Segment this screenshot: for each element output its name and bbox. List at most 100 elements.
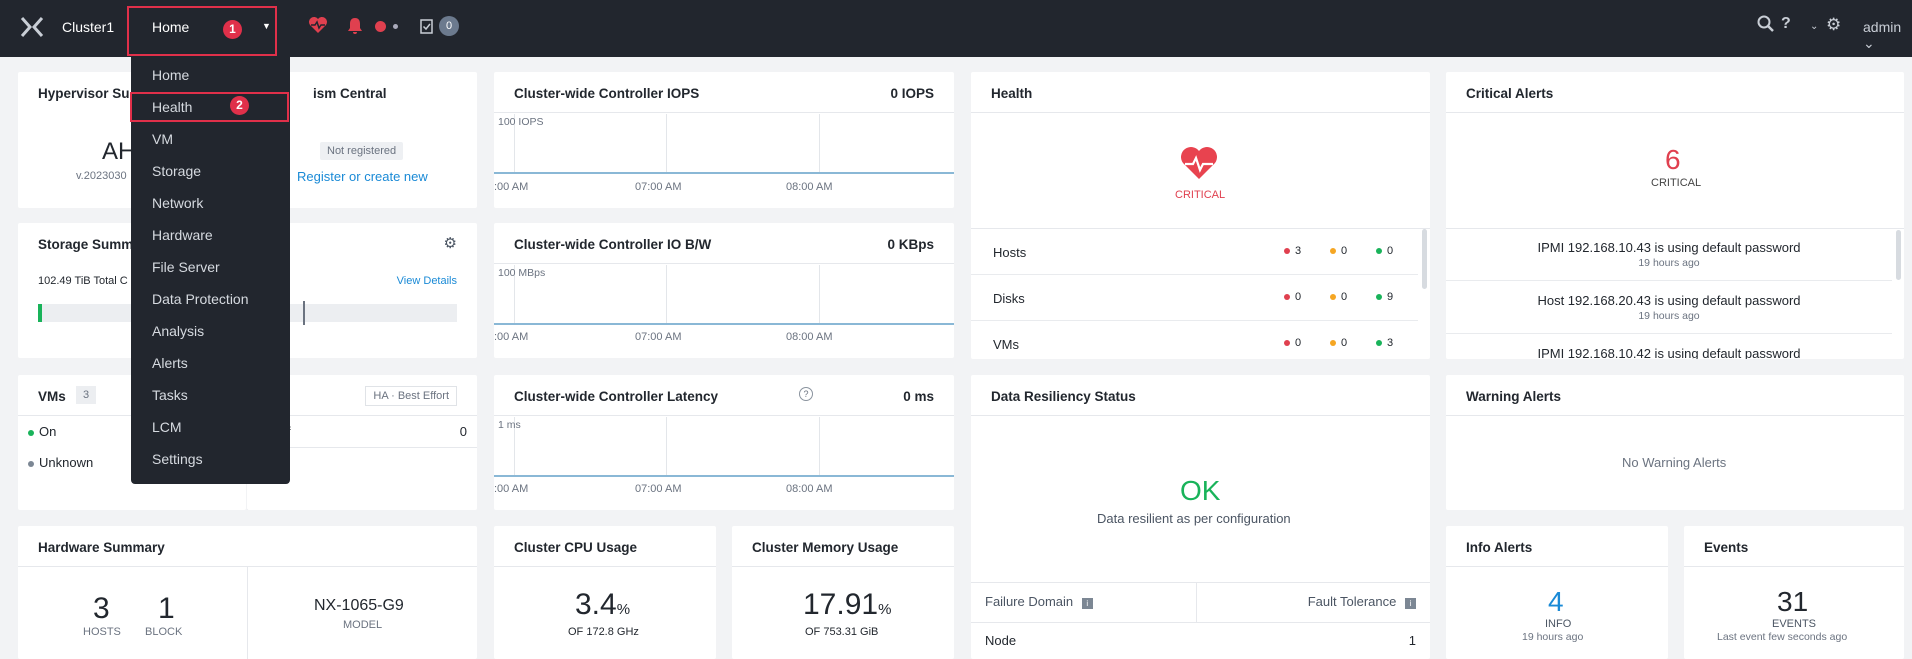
divider: [971, 112, 1430, 113]
graph-scale: 100 MBps: [498, 267, 546, 279]
alert-item[interactable]: IPMI 192.168.10.42 is using default pass…: [1446, 334, 1892, 359]
card-title: ism Central: [313, 86, 387, 101]
critical-alert-count[interactable]: 6: [1665, 144, 1681, 175]
alert-text: IPMI 192.168.10.43 is using default pass…: [1537, 240, 1801, 255]
menu-item-home[interactable]: Home: [152, 67, 190, 83]
graph-scale: 100 IOPS: [498, 116, 544, 128]
help-chevron-down-icon[interactable]: ⌄: [1810, 21, 1819, 32]
alert-time: 19 hours ago: [1638, 310, 1700, 322]
card-title: Hypervisor Su: [38, 86, 130, 101]
alerts-bell-icon[interactable]: [347, 17, 363, 35]
menu-item-tasks[interactable]: Tasks: [152, 387, 188, 403]
menu-item-lcm[interactable]: LCM: [152, 419, 182, 435]
info-icon[interactable]: i: [1081, 598, 1093, 609]
divider: [1446, 566, 1668, 567]
menu-item-health[interactable]: Health: [152, 99, 193, 115]
iobw-value: 0 KBps: [887, 237, 934, 252]
card-title: Storage Summ: [38, 237, 134, 252]
vm-state-unknown[interactable]: Unknown: [28, 455, 93, 470]
alert-indicator-dot: [393, 24, 398, 29]
resiliency-row-label: Node: [985, 633, 1017, 648]
menu-item-analysis[interactable]: Analysis: [152, 323, 205, 339]
gridline: [666, 417, 667, 477]
user-menu[interactable]: admin ⌄: [1863, 19, 1902, 51]
warning-alerts-card: Warning Alerts No Warning Alerts: [1446, 375, 1904, 510]
storage-threshold-marker: [303, 301, 305, 325]
critical-count: 3: [1284, 245, 1301, 257]
resiliency-status: OK: [1180, 475, 1221, 506]
health-row-hosts[interactable]: Hosts 3 0 0: [971, 229, 1418, 275]
info-alert-count[interactable]: 4: [1548, 586, 1564, 617]
axis-tick: :00 AM: [494, 331, 529, 343]
memory-usage-value: 17.91%: [803, 588, 892, 621]
scrollbar[interactable]: [1896, 230, 1901, 280]
vm-state-on[interactable]: On: [28, 424, 56, 439]
home-dropdown-menu: Home Health VM Storage Network Hardware …: [131, 57, 290, 484]
critical-count: 0: [1284, 337, 1301, 349]
tasks-count-badge[interactable]: 0: [439, 16, 459, 36]
menu-item-storage[interactable]: Storage: [152, 163, 202, 179]
divider: [1196, 582, 1197, 622]
help-icon[interactable]: ?: [1781, 15, 1791, 32]
alert-item[interactable]: IPMI 192.168.10.43 is using default pass…: [1446, 228, 1892, 281]
alert-item[interactable]: Host 192.168.20.43 is using default pass…: [1446, 281, 1892, 334]
menu-item-vm[interactable]: VM: [152, 131, 173, 147]
latency-card: Cluster-wide Controller Latency ? 0 ms 1…: [494, 375, 954, 510]
storage-settings-gear-icon[interactable]: ⚙: [443, 235, 457, 252]
event-count[interactable]: 31: [1777, 586, 1809, 617]
top-navigation-bar: Cluster1 Home ▼ 0 ? ⌄ ⚙ admin ⌄: [0, 0, 1912, 57]
info-icon[interactable]: i: [1405, 598, 1416, 609]
row-label: Hosts: [993, 245, 1027, 260]
divider: [494, 112, 954, 113]
step-2-badge: 2: [230, 96, 249, 115]
graph-series-line: [494, 172, 954, 174]
critical-alert-dot[interactable]: [375, 21, 386, 32]
menu-item-data-protection[interactable]: Data Protection: [152, 291, 249, 307]
divider: [1446, 415, 1904, 416]
view-details-link[interactable]: View Details: [396, 275, 457, 287]
menu-item-hardware[interactable]: Hardware: [152, 227, 213, 243]
view-dropdown-label[interactable]: Home: [152, 19, 190, 35]
register-link[interactable]: Register or create new: [297, 169, 428, 184]
settings-gear-icon[interactable]: ⚙: [1826, 15, 1842, 34]
menu-item-alerts[interactable]: Alerts: [152, 355, 188, 371]
scrollbar[interactable]: [1422, 229, 1427, 289]
failure-domain-header: Failure Domain i: [985, 594, 1093, 609]
card-title: Critical Alerts: [1466, 86, 1554, 101]
nutanix-logo-icon[interactable]: [20, 17, 44, 37]
cluster-name[interactable]: Cluster1: [62, 19, 115, 35]
io-bandwidth-card: Cluster-wide Controller IO B/W 0 KBps 10…: [494, 223, 954, 358]
blocks-label: BLOCK: [145, 626, 183, 638]
axis-tick: 07:00 AM: [635, 483, 682, 495]
health-critical-heart-icon: [1181, 147, 1217, 179]
chevron-down-icon[interactable]: ▼: [262, 21, 271, 31]
menu-item-file-server[interactable]: File Server: [152, 259, 220, 275]
axis-tick: :00 AM: [494, 181, 529, 193]
menu-item-network[interactable]: Network: [152, 195, 204, 211]
menu-item-settings[interactable]: Settings: [152, 451, 203, 467]
resiliency-row-value: 1: [1408, 633, 1416, 648]
fault-tolerance-header: Fault Tolerance i: [1308, 594, 1416, 609]
divider: [971, 582, 1430, 583]
search-icon[interactable]: [1757, 15, 1774, 37]
hypervisor-name: AH: [102, 138, 136, 165]
health-heart-icon[interactable]: [308, 16, 328, 34]
warning-count: 0: [1330, 245, 1347, 257]
iops-graph: 100 IOPS: [494, 114, 954, 174]
card-title: Cluster Memory Usage: [752, 540, 899, 555]
health-row-disks[interactable]: Disks 0 0 9: [971, 275, 1418, 321]
critical-count: 0: [1284, 291, 1301, 303]
no-warning-alerts-message: No Warning Alerts: [1622, 455, 1727, 470]
gridline: [666, 114, 667, 174]
help-icon[interactable]: ?: [799, 387, 813, 401]
divider: [247, 415, 477, 416]
tasks-icon[interactable]: [420, 19, 434, 34]
gridline: [819, 114, 820, 174]
memory-usage-card: Cluster Memory Usage 17.91% OF 753.31 Gi…: [732, 526, 954, 659]
alert-text: Host 192.168.20.43 is using default pass…: [1537, 293, 1801, 308]
block-count: 1: [158, 592, 175, 625]
highlight-health-menu-item: [130, 92, 289, 122]
vm-count-badge: 3: [76, 386, 97, 404]
health-row-vms[interactable]: VMs 0 0 3: [971, 321, 1418, 367]
resiliency-description: Data resilient as per configuration: [1097, 511, 1291, 526]
